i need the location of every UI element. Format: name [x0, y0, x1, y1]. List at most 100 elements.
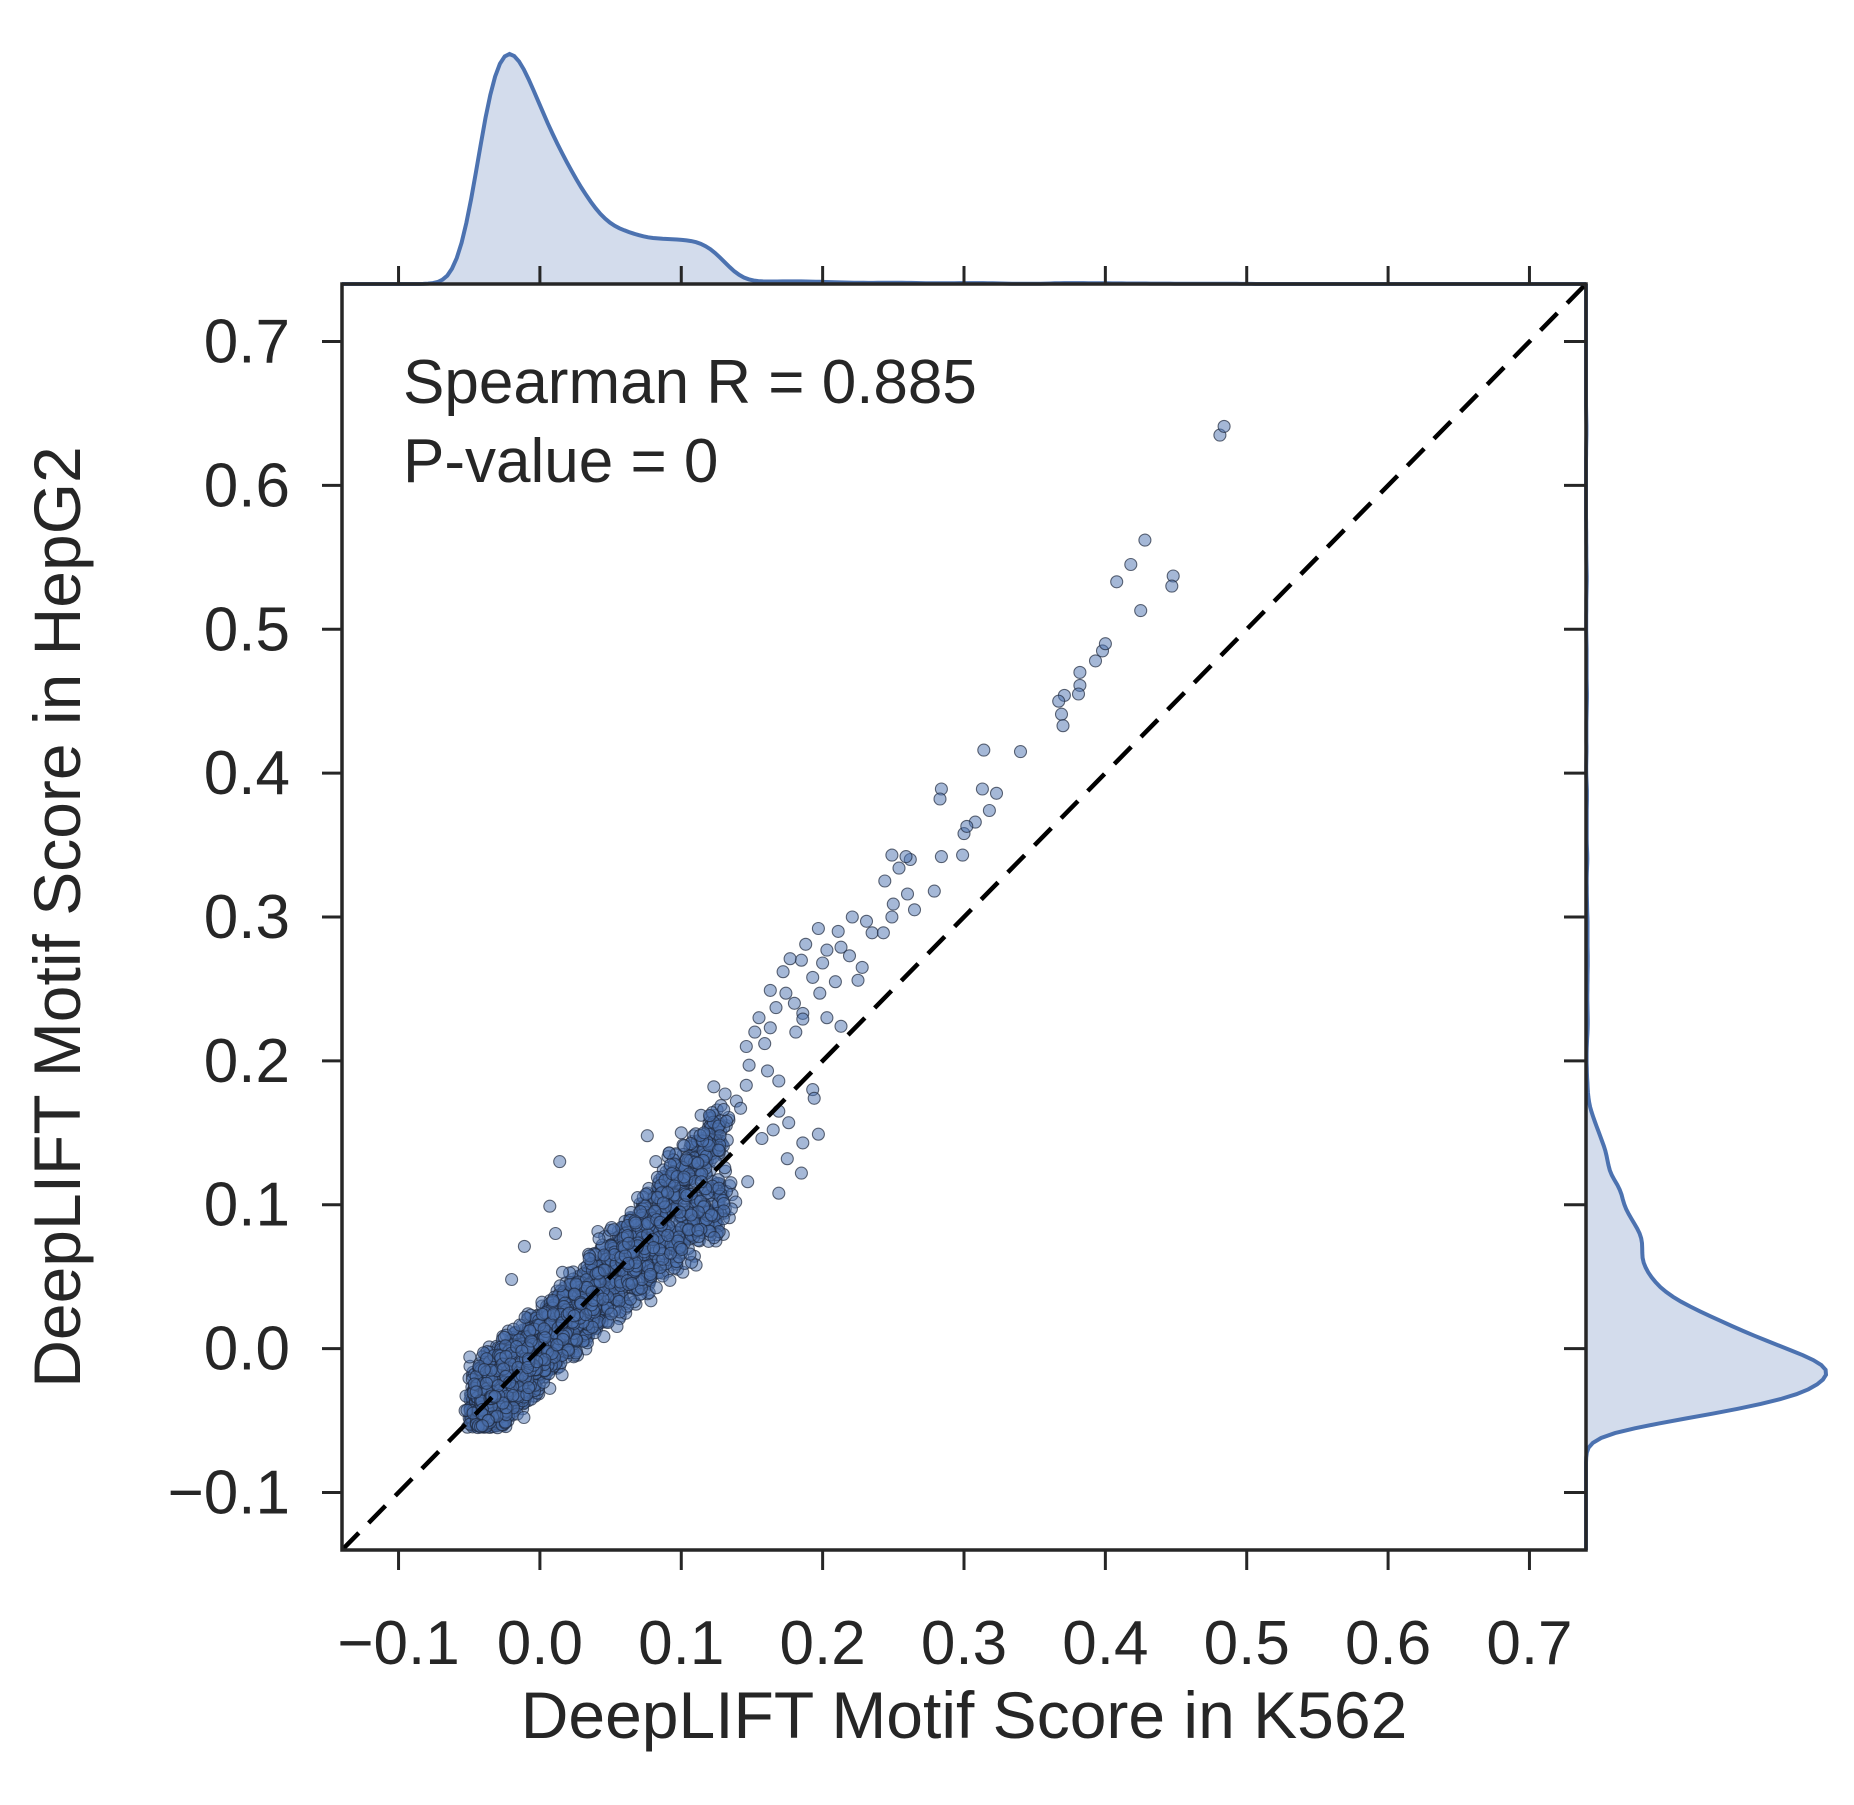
scatter-point	[855, 960, 869, 974]
scatter-point	[758, 1037, 772, 1051]
scatter-point	[477, 1362, 491, 1377]
scatter-point	[1073, 665, 1087, 679]
scatter-point	[851, 973, 865, 987]
scatter-point	[475, 1419, 489, 1433]
scatter-point	[625, 1276, 639, 1290]
scatter-point	[1052, 694, 1066, 708]
scatter-point	[989, 786, 1004, 800]
scatter-point	[933, 792, 947, 806]
scatter-point	[718, 1087, 732, 1101]
scatter-point	[813, 986, 827, 1000]
scatter-points	[458, 419, 1231, 1435]
scatter-point	[570, 1333, 584, 1347]
scatter-point	[553, 1279, 567, 1293]
scatter-point	[717, 1102, 731, 1117]
scatter-point	[1013, 745, 1028, 759]
scatter-point	[900, 887, 915, 901]
scatter-point	[899, 850, 913, 864]
scatter-point	[579, 1308, 593, 1322]
scatter-point	[684, 1208, 698, 1222]
scatter-point	[794, 953, 808, 967]
scatter-point	[707, 1080, 721, 1094]
scatter-point	[677, 1170, 691, 1184]
scatter-point	[643, 1267, 657, 1281]
scatter-point	[530, 1355, 544, 1369]
scatter-point	[691, 1223, 705, 1237]
scatter-point	[779, 986, 793, 1000]
plot-area	[342, 284, 1586, 1550]
scatter-point	[816, 956, 830, 970]
scatter-point	[982, 803, 996, 818]
scatter-point	[662, 1146, 676, 1160]
scatter-point	[592, 1232, 606, 1246]
scatter-point	[828, 975, 842, 989]
scatter-point	[820, 1011, 834, 1025]
right-kde-fill	[1586, 284, 1826, 1550]
scatter-point	[806, 970, 820, 984]
scatter-point	[712, 1181, 726, 1195]
scatter-point	[1138, 533, 1152, 547]
scatter-point	[555, 1368, 569, 1382]
scatter-point	[656, 1196, 670, 1210]
scatter-point	[1110, 575, 1124, 589]
top-marginal-kde	[342, 51, 1586, 286]
scatter-point	[506, 1388, 520, 1403]
scatter-point	[469, 1385, 483, 1399]
scatter-point	[748, 1025, 762, 1039]
scatter-point	[763, 983, 777, 997]
scatter-point	[734, 1101, 748, 1115]
scatter-point	[789, 1025, 803, 1039]
scatter-point	[675, 1242, 689, 1257]
scatter-point	[960, 819, 974, 833]
scatter-point	[934, 850, 948, 864]
scatter-point	[772, 1074, 786, 1088]
scatter-point	[876, 926, 890, 940]
scatter-point	[1217, 419, 1231, 433]
scatter-point	[463, 1350, 477, 1364]
scatter-point	[956, 848, 970, 862]
scatter-point	[535, 1307, 549, 1321]
scatter-point	[892, 861, 906, 875]
scatter-point	[787, 996, 801, 1010]
scatter-point	[885, 848, 899, 862]
scatter-point	[927, 884, 941, 898]
scatter-point	[766, 1123, 780, 1137]
scatter-point	[1088, 654, 1103, 668]
scatter-point	[607, 1223, 621, 1237]
scatter-point	[649, 1281, 663, 1295]
scatter-point	[831, 924, 845, 938]
scatter-point	[661, 1228, 675, 1242]
scatter-point	[628, 1216, 643, 1230]
scatter-point	[739, 1078, 753, 1092]
scatter-point	[769, 1001, 783, 1015]
scatter-point	[1056, 719, 1070, 733]
scatter-point	[521, 1360, 535, 1375]
scatter-point	[1098, 637, 1112, 651]
scatter-point	[538, 1331, 552, 1345]
scatter-point	[859, 914, 874, 928]
scatter-point	[691, 1156, 705, 1170]
right-marginal-kde	[1584, 284, 1829, 1550]
scatter-point	[807, 1091, 821, 1105]
scatter-point	[811, 921, 825, 936]
scatter-point	[865, 926, 879, 940]
scatter-point	[679, 1153, 693, 1167]
scatter-point	[597, 1248, 611, 1262]
scatter-point	[704, 1208, 719, 1222]
scatter-point	[811, 1127, 825, 1141]
scatter-point	[623, 1292, 637, 1306]
scatter-point	[783, 952, 797, 966]
scatter-point	[878, 874, 892, 888]
scatter-point	[711, 1143, 726, 1157]
scatter-point	[717, 1204, 731, 1218]
scatter-point	[550, 1338, 564, 1352]
scatter-point	[639, 1187, 653, 1201]
top-kde-fill	[342, 54, 1586, 284]
scatter-point	[546, 1307, 561, 1321]
scatter-point	[524, 1334, 538, 1348]
scatter-point	[646, 1241, 661, 1255]
scatter-point	[604, 1307, 618, 1321]
scatter-point	[975, 782, 989, 796]
scatter-point	[834, 940, 848, 954]
scatter-point	[522, 1381, 536, 1395]
